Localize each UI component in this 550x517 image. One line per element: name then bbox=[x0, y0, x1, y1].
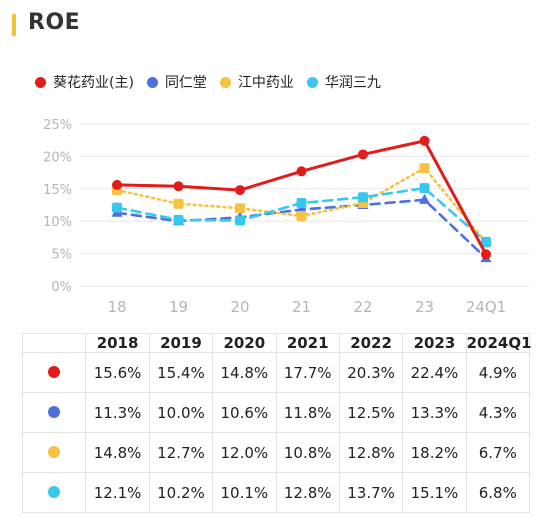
table-row: 11.3% 10.0% 10.6% 11.8% 12.5% 13.3% 4.3% bbox=[21, 392, 531, 433]
row-color-dot bbox=[48, 405, 61, 418]
table-row: 12.1% 10.2% 10.1% 12.8% 13.7% 15.1% 6.8% bbox=[21, 472, 531, 513]
data-point bbox=[358, 192, 368, 203]
data-point bbox=[419, 193, 430, 204]
table-cell: 20.3% bbox=[338, 352, 404, 393]
legend-item-2: 江中药业 bbox=[219, 72, 294, 92]
table-cell: 13.7% bbox=[338, 472, 404, 513]
table-cell: 22.4% bbox=[402, 352, 467, 393]
table-cell: 10.1% bbox=[212, 472, 277, 513]
legend-item-0: 葵花药业(主) bbox=[35, 72, 134, 92]
data-point bbox=[235, 203, 245, 214]
data-point bbox=[481, 236, 491, 247]
table-cell: 15.6% bbox=[85, 352, 150, 393]
y-tick-label: 5% bbox=[51, 248, 72, 263]
table-cell: 10.2% bbox=[148, 472, 214, 513]
data-table: 2018 2019 2020 2021 2022 2023 2024Q1 15.… bbox=[21, 333, 532, 513]
table-cell: 14.8% bbox=[85, 432, 150, 473]
table-row-marker bbox=[21, 432, 87, 473]
title-accent-bar bbox=[12, 14, 16, 36]
series-line-0 bbox=[115, 139, 488, 256]
table-header-row: 2018 2019 2020 2021 2022 2023 2024Q1 bbox=[21, 333, 532, 353]
table-row-marker bbox=[21, 352, 87, 393]
table-cell: 10.0% bbox=[148, 392, 214, 433]
table-cell: 12.7% bbox=[148, 432, 214, 473]
y-tick-label: 25% bbox=[43, 118, 72, 133]
legend-marker-1 bbox=[146, 76, 158, 88]
row-color-dot bbox=[48, 445, 61, 458]
table-cell: 12.1% bbox=[85, 472, 150, 513]
x-tick-label: 23 bbox=[415, 298, 434, 316]
table-header-cell: 2021 bbox=[275, 333, 340, 353]
table-cell: 11.3% bbox=[85, 392, 150, 433]
data-point bbox=[173, 181, 184, 192]
table-cell: 12.5% bbox=[338, 392, 404, 433]
legend-marker-0 bbox=[35, 76, 46, 88]
data-point bbox=[112, 202, 122, 213]
table-cell: 14.8% bbox=[212, 352, 277, 393]
y-tick-label: 0% bbox=[51, 280, 72, 295]
data-point bbox=[296, 211, 307, 222]
data-point bbox=[419, 183, 430, 194]
x-tick-label: 21 bbox=[292, 298, 311, 316]
data-point bbox=[358, 149, 368, 160]
data-point bbox=[235, 215, 245, 226]
data-point bbox=[419, 135, 430, 146]
table-row: 15.6% 15.4% 14.8% 17.7% 20.3% 22.4% 4.9% bbox=[21, 352, 531, 393]
data-point bbox=[296, 198, 307, 209]
table-header-cell: 2020 bbox=[212, 333, 277, 353]
y-tick-label: 10% bbox=[43, 215, 72, 230]
data-point bbox=[419, 163, 430, 174]
data-point bbox=[296, 166, 307, 177]
data-point bbox=[235, 185, 245, 196]
table-row: 14.8% 12.7% 12.0% 10.8% 12.8% 18.2% 6.7% bbox=[21, 432, 531, 473]
table-corner-cell bbox=[21, 333, 87, 353]
x-tick-label: 24Q1 bbox=[466, 298, 506, 316]
legend-item-1: 同仁堂 bbox=[146, 72, 207, 92]
table-header-cell: 2024Q1 bbox=[465, 333, 532, 353]
table-row-marker bbox=[21, 472, 87, 513]
table-cell: 15.4% bbox=[148, 352, 214, 393]
table-cell: 6.8% bbox=[465, 472, 531, 513]
table-header-cell: 2023 bbox=[402, 333, 467, 353]
table-header-cell: 2018 bbox=[85, 333, 150, 353]
y-tick-label: 20% bbox=[43, 150, 72, 165]
legend-marker-3 bbox=[306, 76, 318, 88]
line-chart: 0% 5% 10% 15% 20% 25% 18 19 20 21 22 23 24Q1 bbox=[43, 118, 530, 316]
table-cell: 4.9% bbox=[465, 352, 531, 393]
table-cell: 12.0% bbox=[212, 432, 277, 473]
table-cell: 18.2% bbox=[402, 432, 467, 473]
table-cell: 6.7% bbox=[465, 432, 531, 473]
y-tick-label: 15% bbox=[43, 183, 72, 198]
table-cell: 17.7% bbox=[275, 352, 340, 393]
legend-label-2: 江中药业 bbox=[237, 75, 294, 91]
row-color-dot bbox=[48, 485, 61, 498]
chart-title: ROE bbox=[28, 10, 81, 35]
x-tick-label: 18 bbox=[107, 298, 126, 316]
x-tick-label: 20 bbox=[230, 298, 249, 316]
legend-marker-2 bbox=[219, 76, 231, 88]
table-header-cell: 2019 bbox=[148, 333, 214, 353]
table-row-marker bbox=[21, 392, 87, 433]
table-cell: 11.8% bbox=[275, 392, 340, 433]
legend-label-3: 华润三九 bbox=[324, 75, 381, 91]
table-header-cell: 2022 bbox=[338, 333, 404, 353]
data-point bbox=[173, 214, 184, 225]
table-cell: 13.3% bbox=[402, 392, 467, 433]
table-cell: 10.8% bbox=[275, 432, 340, 473]
legend-label-1: 同仁堂 bbox=[164, 75, 207, 91]
data-point bbox=[112, 179, 122, 190]
legend-label-0: 葵花药业(主) bbox=[53, 75, 134, 91]
table-cell: 15.1% bbox=[402, 472, 467, 513]
x-tick-label: 22 bbox=[353, 298, 372, 316]
table-cell: 12.8% bbox=[338, 432, 404, 473]
data-point bbox=[481, 249, 491, 260]
data-point bbox=[173, 198, 184, 209]
legend-item-3: 华润三九 bbox=[306, 72, 381, 92]
table-cell: 12.8% bbox=[275, 472, 340, 513]
table-cell: 10.6% bbox=[212, 392, 277, 433]
legend: 葵花药业(主) 同仁堂 江中药业 华润三九 bbox=[35, 72, 394, 92]
x-tick-label: 19 bbox=[169, 298, 188, 316]
table-cell: 4.3% bbox=[465, 392, 531, 433]
row-color-dot bbox=[48, 365, 61, 378]
